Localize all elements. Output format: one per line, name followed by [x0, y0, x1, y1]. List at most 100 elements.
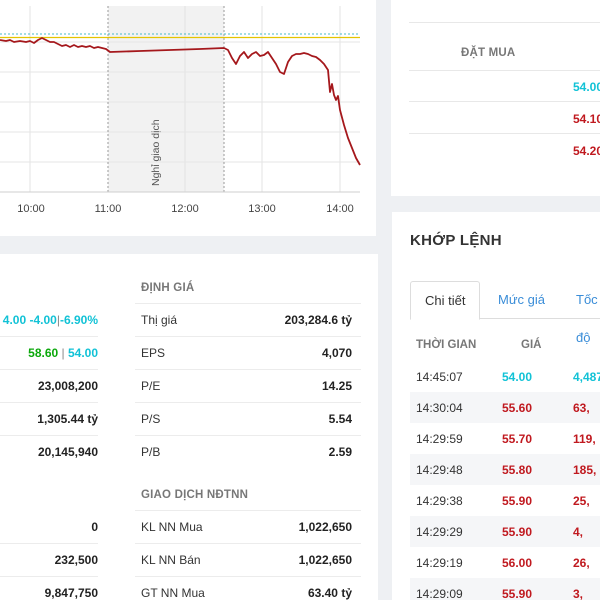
match-volume: 4,487, [573, 370, 600, 384]
tab-detail[interactable]: Chi tiết [410, 281, 481, 320]
match-time: 14:29:29 [416, 525, 463, 539]
bid-price[interactable]: 54.20 [573, 144, 600, 158]
matched-orders-card: KHỚP LỆNH Chi tiết Mức giá Tốc độ THỜI G… [392, 212, 600, 600]
row-label: EPS [141, 345, 166, 360]
row-label: GT NN Mua [141, 585, 205, 600]
tab-speed[interactable]: Tốc độ [576, 292, 598, 345]
match-price: 55.70 [502, 432, 533, 446]
row-divider [135, 303, 361, 304]
table-row: 14:45:07 54.00 4,487, [410, 361, 600, 392]
stock-stats-card: 4.00 -4.00|-6.90% 58.60 | 54.00 23,008,2… [0, 254, 378, 600]
tab-price-level[interactable]: Mức giá [498, 292, 545, 307]
avg-volume: 20,145,940 [37, 444, 98, 459]
orderbook-divider [409, 101, 600, 102]
match-time: 14:29:48 [416, 463, 463, 477]
volume-row: 23,008,200 [0, 369, 98, 402]
valuation-row: EPS 4,070 [141, 336, 352, 369]
value-row: 1,305.44 tỷ [0, 402, 98, 435]
row-value: 2.59 [328, 444, 352, 459]
current-price: 4.00 [2, 312, 27, 327]
bid-price[interactable]: 54.00 [573, 80, 600, 94]
grid-lines [0, 41, 360, 163]
match-time: 14:45:07 [416, 370, 463, 384]
match-price: 55.90 [502, 525, 533, 539]
foreign-row: KL NN Mua 1,022,650 [141, 510, 352, 543]
match-price: 55.90 [502, 494, 533, 508]
row-value: 14.25 [321, 378, 352, 393]
table-row: 14:29:59 55.70 119, [410, 423, 600, 454]
break-label: Nghỉ giao dịch [150, 119, 162, 186]
column-price: GIÁ [521, 339, 542, 351]
time-label: 14:00 [326, 203, 354, 215]
row-label: P/E [141, 378, 161, 393]
foreign-row: GT NN Mua 63.40 tỷ [141, 576, 352, 600]
table-row: 14:29:29 55.90 4, [410, 516, 600, 547]
row-divider [135, 336, 361, 337]
table-row: 14:30:04 55.60 63, [410, 392, 600, 423]
match-volume: 119, [573, 432, 596, 446]
match-time: 14:29:59 [416, 432, 463, 446]
row-value: 1,022,650 [298, 552, 352, 567]
match-volume: 4, [573, 525, 584, 539]
row-divider [0, 402, 98, 403]
time-label: 13:00 [248, 203, 276, 215]
price-line [0, 37, 361, 166]
row-divider [135, 402, 361, 403]
total-volume: 23,008,200 [37, 378, 98, 393]
price-change-row: 4.00 -4.00|-6.90% [0, 303, 98, 336]
time-label: 12:00 [171, 203, 199, 215]
match-volume: 185, [573, 463, 597, 477]
table-row: 14:29:19 56.00 26, [410, 547, 600, 578]
high-low-row: 58.60 | 54.00 [0, 336, 98, 369]
match-price: 55.80 [502, 463, 533, 477]
match-volume: 63, [573, 401, 590, 415]
row-divider [0, 576, 98, 577]
match-volume: 25, [573, 494, 590, 508]
row-divider [0, 543, 98, 544]
bid-price[interactable]: 54.10 [573, 112, 600, 126]
table-row: 14:29:48 55.80 185, [410, 454, 600, 485]
valuation-row: P/B 2.59 [141, 435, 352, 468]
match-volume: 3, [573, 587, 584, 600]
row-value: 1,022,650 [298, 519, 352, 534]
match-price: 56.00 [502, 556, 533, 570]
row-divider [135, 543, 361, 544]
row-divider [0, 369, 98, 370]
time-axis-labels: 10:00 11:00 12:00 13:00 14:00 [17, 203, 354, 215]
table-row: 14:29:38 55.90 25, [410, 485, 600, 516]
foreign-value: 9,847,750 [44, 585, 98, 600]
orderbook-divider [409, 133, 600, 134]
match-time: 14:30:04 [416, 401, 463, 415]
intraday-chart: Nghỉ giao dịch 10:00 11:00 12:00 13:00 1… [0, 6, 361, 215]
row-divider [135, 369, 361, 370]
matched-orders-tabs: Chi tiết Mức giá Tốc độ [410, 281, 600, 345]
foreign-row: KL NN Bán 1,022,650 [141, 543, 352, 576]
foreign-left-row: 9,847,750 [0, 576, 98, 600]
match-price: 54.00 [502, 370, 533, 384]
total-value: 1,305.44 tỷ [37, 411, 98, 426]
orderbook-card: ĐẶT MUA 54.00 54.10 54.20 [391, 0, 600, 196]
valuation-row: P/E 14.25 [141, 369, 352, 402]
row-label: P/S [141, 411, 161, 426]
intraday-chart-card: Nghỉ giao dịch 10:00 11:00 12:00 13:00 1… [0, 0, 376, 236]
row-value: 203,284.6 tỷ [284, 312, 352, 327]
time-label: 11:00 [95, 203, 122, 215]
row-label: KL NN Mua [141, 519, 203, 534]
match-volume: 26, [573, 556, 590, 570]
match-time: 14:29:19 [416, 556, 463, 570]
foreign-value: 232,500 [54, 552, 98, 567]
match-price: 55.90 [502, 587, 533, 600]
orderbook-divider [409, 70, 600, 71]
column-time: THỜI GIAN [416, 339, 477, 351]
matched-orders-title: KHỚP LỆNH [410, 232, 502, 249]
row-label: KL NN Bán [141, 552, 201, 567]
foreign-left-row: 0 [0, 510, 98, 543]
table-row: 14:29:09 55.90 3, [410, 578, 600, 600]
row-value: 63.40 tỷ [307, 585, 352, 600]
foreign-trading-title: GIAO DỊCH NĐTNN [141, 489, 249, 501]
match-time: 14:29:38 [416, 494, 463, 508]
row-divider [0, 435, 98, 436]
row-value: 4,070 [321, 345, 352, 360]
price-change-percent: -6.90% [59, 312, 98, 327]
separator: | [56, 312, 60, 327]
